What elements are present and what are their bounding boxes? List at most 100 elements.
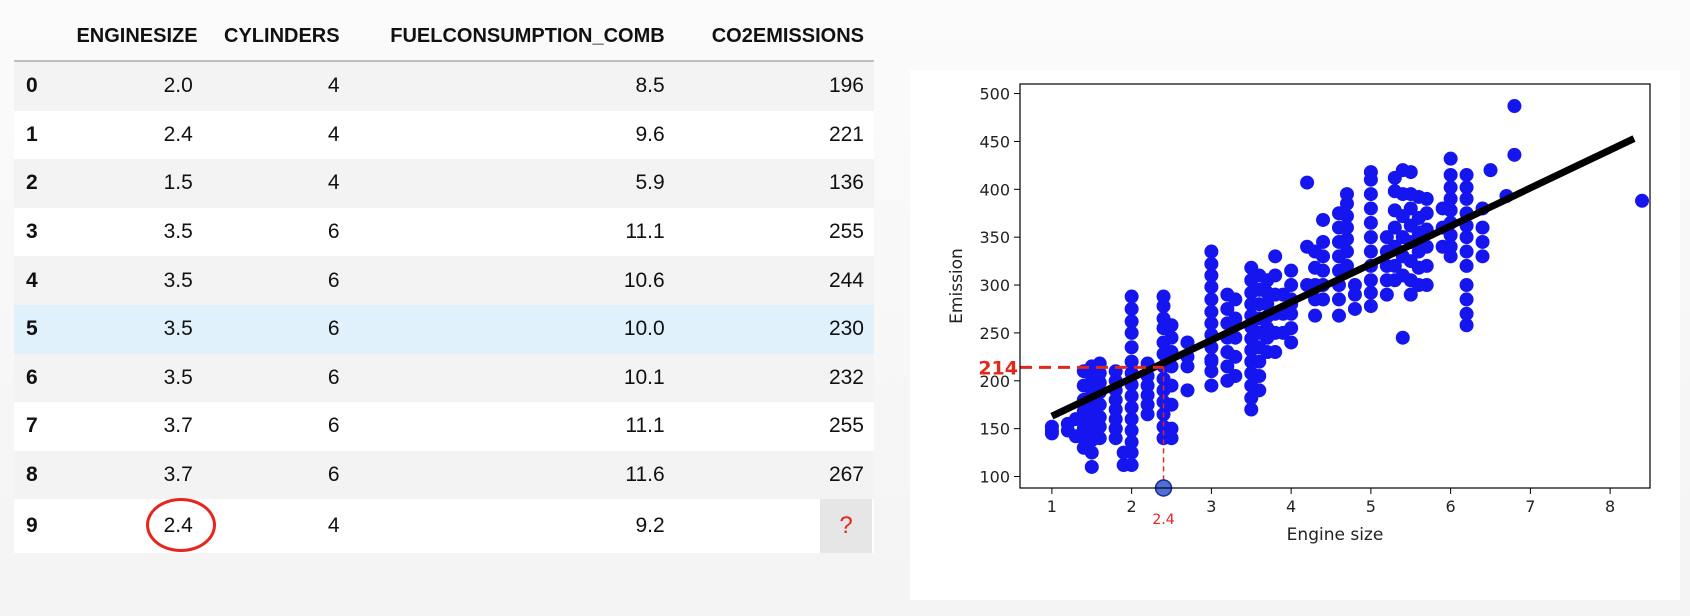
cell-cylinders: 4 xyxy=(202,499,350,554)
cell-fuelconsumption: 10.6 xyxy=(349,256,675,305)
data-point xyxy=(1443,203,1458,218)
question-mark-box: ? xyxy=(820,499,872,554)
data-point xyxy=(1108,421,1123,436)
x-tick-label: 1 xyxy=(1047,497,1057,516)
data-point xyxy=(1459,167,1474,182)
row-index: 4 xyxy=(14,256,67,305)
data-point xyxy=(1180,359,1195,374)
data-point xyxy=(1164,397,1179,412)
table-header-row: ENGINESIZE CYLINDERS FUELCONSUMPTION_COM… xyxy=(14,12,874,62)
data-point xyxy=(1443,228,1458,243)
y-tick-label: 100 xyxy=(979,468,1010,487)
y-tick-label: 450 xyxy=(979,132,1010,151)
data-point xyxy=(1084,459,1099,474)
row-index: 1 xyxy=(14,110,67,160)
data-point xyxy=(1252,368,1267,383)
data-point xyxy=(1507,147,1522,162)
data-point xyxy=(1124,289,1139,304)
data-point xyxy=(1092,410,1107,425)
data-point xyxy=(1204,244,1219,259)
data-point xyxy=(1475,249,1490,264)
x-tick-label: 2 xyxy=(1127,497,1137,516)
data-point xyxy=(1124,389,1139,404)
data-point xyxy=(1443,167,1458,182)
cell-cylinders: 6 xyxy=(202,450,350,500)
data-point xyxy=(1108,392,1123,407)
data-point xyxy=(1379,287,1394,302)
data-point xyxy=(1363,244,1378,259)
data-point xyxy=(1316,292,1331,307)
data-point xyxy=(1339,196,1354,211)
x-tick-label: 5 xyxy=(1366,497,1376,516)
data-point xyxy=(1124,412,1139,427)
table-row: 6 3.5 6 10.1 232 xyxy=(14,353,874,403)
data-point xyxy=(1363,165,1378,180)
data-point xyxy=(1220,301,1235,316)
data-point xyxy=(1419,258,1434,273)
data-point xyxy=(1140,407,1155,422)
data-point xyxy=(1475,234,1490,249)
table-row-highlighted[interactable]: 5 3.5 6 10.0 230 xyxy=(14,304,874,354)
data-point xyxy=(1419,191,1434,206)
data-point xyxy=(1403,287,1418,302)
cell-cylinders: 4 xyxy=(202,159,350,208)
data-point xyxy=(1284,306,1299,321)
cell-cylinders: 6 xyxy=(202,207,350,257)
header-co2emissions: CO2EMISSIONS xyxy=(674,12,874,62)
cell-enginesize: 1.5 xyxy=(66,159,203,208)
data-point xyxy=(1092,366,1107,381)
y-axis-label: Emission xyxy=(947,248,967,324)
data-point xyxy=(1459,180,1474,195)
circled-value: 2.4 xyxy=(145,498,216,553)
data-point xyxy=(1084,445,1099,460)
data-point xyxy=(1164,318,1179,333)
cell-cylinders: 4 xyxy=(202,110,350,160)
data-point xyxy=(1220,359,1235,374)
x-axis-ticks: 1 2 3 4 5 6 7 8 xyxy=(1047,488,1615,516)
data-point xyxy=(1204,354,1219,369)
data-point xyxy=(1379,230,1394,245)
data-point xyxy=(1164,421,1179,436)
data-point xyxy=(1092,419,1107,434)
row-index: 2 xyxy=(14,159,67,208)
cell-enginesize: 2.4 xyxy=(66,110,203,160)
table-row: 2 1.5 4 5.9 136 xyxy=(14,159,874,208)
data-point xyxy=(1339,232,1354,247)
cell-fuelconsumption: 5.9 xyxy=(349,159,675,208)
data-point xyxy=(1459,318,1474,333)
data-point xyxy=(1108,431,1123,446)
data-point xyxy=(1459,191,1474,206)
data-point xyxy=(1108,402,1123,417)
data-point xyxy=(1180,383,1195,398)
data-point xyxy=(1092,375,1107,390)
data-point xyxy=(1443,180,1458,195)
y-tick-label: 350 xyxy=(979,228,1010,247)
data-point xyxy=(1204,316,1219,331)
data-point xyxy=(1308,308,1323,323)
data-point xyxy=(1116,445,1131,460)
data-point xyxy=(1244,402,1259,417)
data-point xyxy=(1363,187,1378,202)
data-point xyxy=(1443,239,1458,254)
row-index: 8 xyxy=(14,450,67,500)
data-point xyxy=(1339,244,1354,259)
scatter-chart-panel: 1 2 3 4 5 6 7 8 100 150 250 300 350 400 450 500 200 214… xyxy=(910,70,1680,600)
data-point xyxy=(1124,423,1139,438)
header-index xyxy=(14,12,67,62)
x-tick-label: 6 xyxy=(1446,497,1456,516)
cell-enginesize-circled: 2.4 xyxy=(66,498,216,554)
table-row: 9 2.4 4 9.2 ? xyxy=(14,498,874,554)
cell-enginesize: 3.5 xyxy=(66,353,203,403)
cell-cylinders: 6 xyxy=(202,304,350,354)
data-point xyxy=(1092,397,1107,412)
cell-co2emissions: 196 xyxy=(674,61,874,111)
data-point xyxy=(1140,378,1155,393)
data-point xyxy=(1124,435,1139,450)
data-point xyxy=(1339,258,1354,273)
data-point xyxy=(1124,354,1139,369)
cell-co2emissions-unknown: ? xyxy=(674,499,874,554)
data-point xyxy=(1108,412,1123,427)
x-tick-label: 3 xyxy=(1206,497,1216,516)
header-enginesize: ENGINESIZE xyxy=(66,12,203,62)
cell-co2emissions: 244 xyxy=(674,256,874,305)
